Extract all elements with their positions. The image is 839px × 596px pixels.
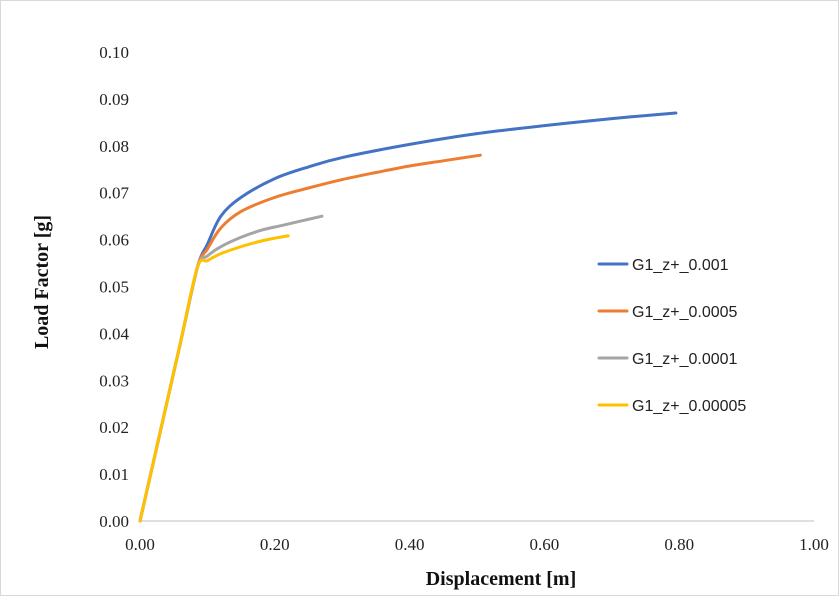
y-tick-label: 0.08 — [99, 137, 129, 156]
x-tick-label: 0.20 — [260, 535, 290, 554]
legend-label: G1_z+_0.0001 — [632, 351, 738, 368]
x-tick-label: 0.80 — [664, 535, 694, 554]
y-tick-label: 0.06 — [99, 231, 129, 250]
legend-label: G1_z+_0.001 — [632, 257, 729, 274]
x-axis-title: Displacement [m] — [426, 568, 577, 590]
y-axis-title: Load Factor [g] — [31, 215, 53, 349]
axes: 0.00 0.20 0.40 0.60 0.80 1.00 0.00 0.01 0.02 0.03… — [99, 43, 829, 554]
y-tick-label: 0.05 — [99, 278, 129, 297]
y-tick-label: 0.04 — [99, 324, 129, 343]
legend-label: G1_z+_0.0005 — [632, 304, 738, 321]
legend: G1_z+_0.001 G1_z+_0.0005 G1_z+_0.0001 G1_z+… — [597, 257, 746, 415]
x-tick-label: 0.40 — [395, 535, 425, 554]
y-tick-label: 0.09 — [99, 90, 129, 109]
y-tick-label: 0.07 — [99, 184, 129, 203]
x-tick-label: 1.00 — [799, 535, 829, 554]
y-tick-label: 0.00 — [99, 512, 129, 531]
series-line — [138, 234, 290, 523]
x-tick-label: 0.00 — [125, 535, 155, 554]
y-tick-label: 0.10 — [99, 43, 129, 62]
y-tick-label: 0.02 — [99, 418, 129, 437]
y-tick-label: 0.03 — [99, 371, 129, 390]
x-tick-label: 0.60 — [530, 535, 560, 554]
legend-label: G1_z+_0.00005 — [632, 398, 746, 415]
y-tick-label: 0.01 — [99, 465, 129, 484]
series-layer — [138, 111, 678, 523]
